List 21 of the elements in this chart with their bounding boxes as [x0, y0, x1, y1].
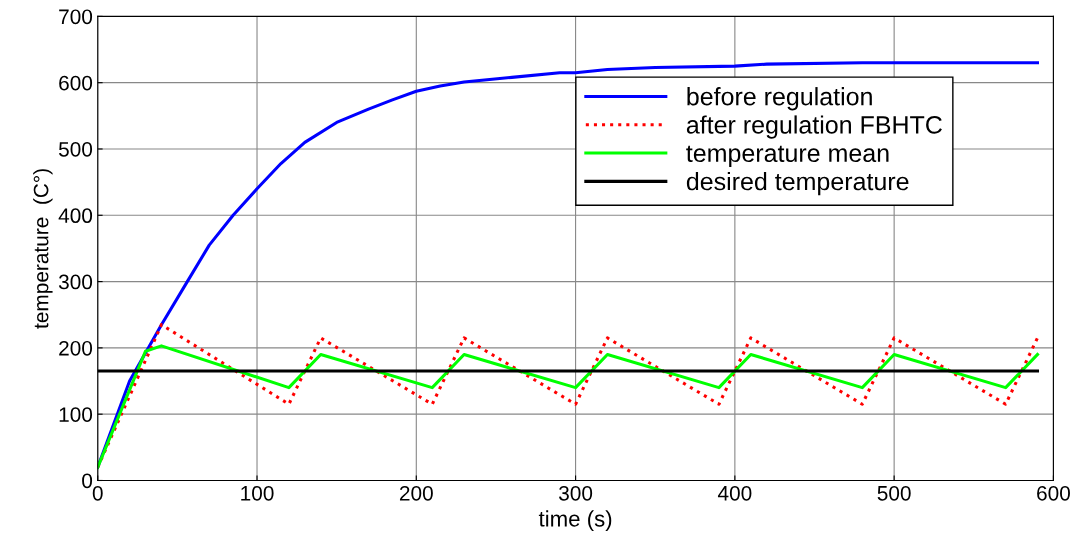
y-tick-label: 700 — [59, 9, 93, 25]
x-tick-label: 300 — [559, 485, 593, 501]
x-tick-label: 500 — [877, 485, 911, 501]
x-tick-label: 100 — [241, 485, 274, 501]
y-tick-label: 200 — [59, 340, 93, 356]
y-tick-label: 500 — [58, 141, 93, 157]
y-tick-label: 300 — [58, 274, 93, 290]
x-tick-label: 200 — [399, 485, 433, 501]
y-tick-label: 0 — [82, 473, 93, 489]
x-tick-label: 0 — [92, 485, 103, 501]
y-axis-title: temperature (C°) — [33, 169, 53, 329]
x-tick-label: 400 — [717, 485, 752, 501]
y-tick-label: 400 — [58, 208, 93, 224]
legend-label: temperature mean — [686, 145, 889, 167]
x-axis-title: time (s) — [538, 510, 612, 532]
legend-label: desired temperature — [686, 171, 909, 196]
legend-label: after regulation FBHTC — [686, 115, 942, 139]
y-tick-label: 100 — [59, 407, 93, 422]
legend-label: before regulation — [687, 87, 872, 111]
y-tick-label: 600 — [59, 75, 93, 91]
x-tick-label: 600 — [1037, 485, 1070, 501]
